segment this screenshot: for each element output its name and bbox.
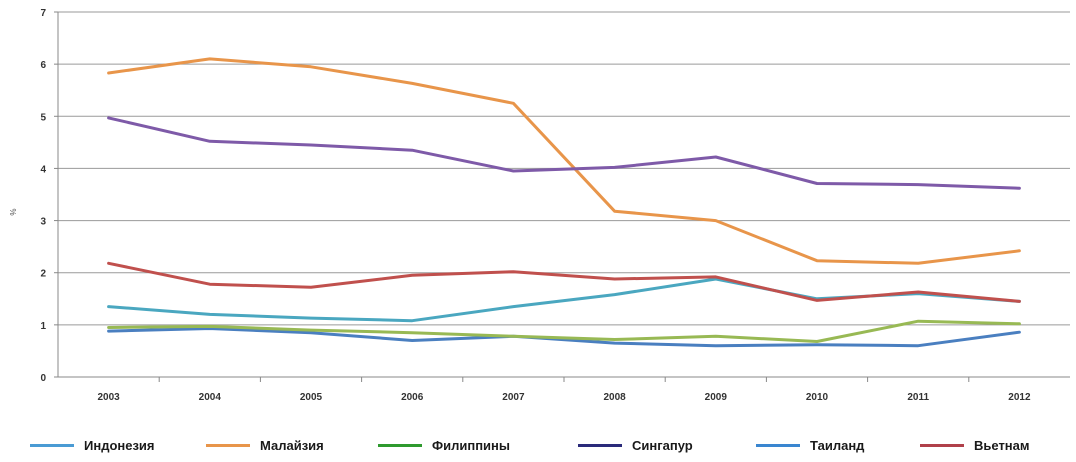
legend-swatch [378, 444, 422, 447]
legend-item-singapore: Сингапур [578, 438, 693, 453]
legend-label: Филиппины [432, 438, 510, 453]
legend-swatch [30, 444, 74, 447]
x-tick-label: 2006 [401, 392, 424, 403]
x-tick-label: 2003 [97, 392, 120, 403]
legend-label: Таиланд [810, 438, 865, 453]
x-tick-labels: 2003 2004 2005 2006 2007 2008 2009 2010 2011 2012 [97, 377, 1031, 403]
legend-label: Индонезия [84, 438, 155, 453]
legend-swatch [206, 444, 250, 447]
y-axis-label: % [9, 208, 18, 215]
x-tick-label: 2010 [806, 392, 829, 403]
x-tick-label: 2005 [300, 392, 323, 403]
y-tick-label: 5 [40, 112, 46, 123]
x-tick-label: 2008 [603, 392, 626, 403]
series-line-Филиппины [107, 319, 1021, 343]
y-tick-label: 1 [40, 321, 46, 332]
y-tick-label: 3 [40, 217, 46, 228]
legend-item-vietnam: Вьетнам [920, 438, 1030, 453]
x-tick-label: 2007 [502, 392, 525, 403]
series-lines [107, 57, 1021, 348]
legend-label: Сингапур [632, 438, 693, 453]
x-tick-label: 2004 [199, 392, 222, 403]
legend-item-indonesia: Индонезия [30, 438, 155, 453]
y-tick-label: 6 [40, 60, 46, 71]
legend-item-thailand: Таиланд [756, 438, 864, 453]
gridlines [58, 11, 1070, 326]
y-tick-label: 4 [40, 164, 46, 175]
legend-swatch [578, 444, 622, 447]
y-tick-label: 7 [40, 8, 46, 19]
x-tick-label: 2011 [907, 392, 929, 403]
legend-swatch [920, 444, 964, 447]
y-tick-label: 2 [40, 269, 46, 280]
x-tick-label: 2009 [705, 392, 728, 403]
y-tick-label: 0 [40, 373, 46, 384]
legend-swatch [756, 444, 800, 447]
series-line-Индонезия [107, 327, 1021, 348]
legend-label: Вьетнам [974, 438, 1030, 453]
series-line-Сингапур [107, 116, 1021, 190]
x-tick-label: 2012 [1008, 392, 1031, 403]
series-line-Вьетнам [107, 261, 1021, 303]
legend-item-philippines: Филиппины [378, 438, 510, 453]
y-tick-labels: 0 1 2 3 4 5 6 7 [40, 8, 58, 384]
legend-item-malaysia: Малайзия [206, 438, 324, 453]
series-line-Малайзия [107, 57, 1021, 265]
legend: Индонезия Малайзия Филиппины Сингапур Та… [0, 430, 1076, 458]
line-chart: 0 1 2 3 4 5 6 7 2003 2004 2005 2006 2007 2008 2009 201… [9, 8, 1070, 403]
legend-label: Малайзия [260, 438, 324, 453]
